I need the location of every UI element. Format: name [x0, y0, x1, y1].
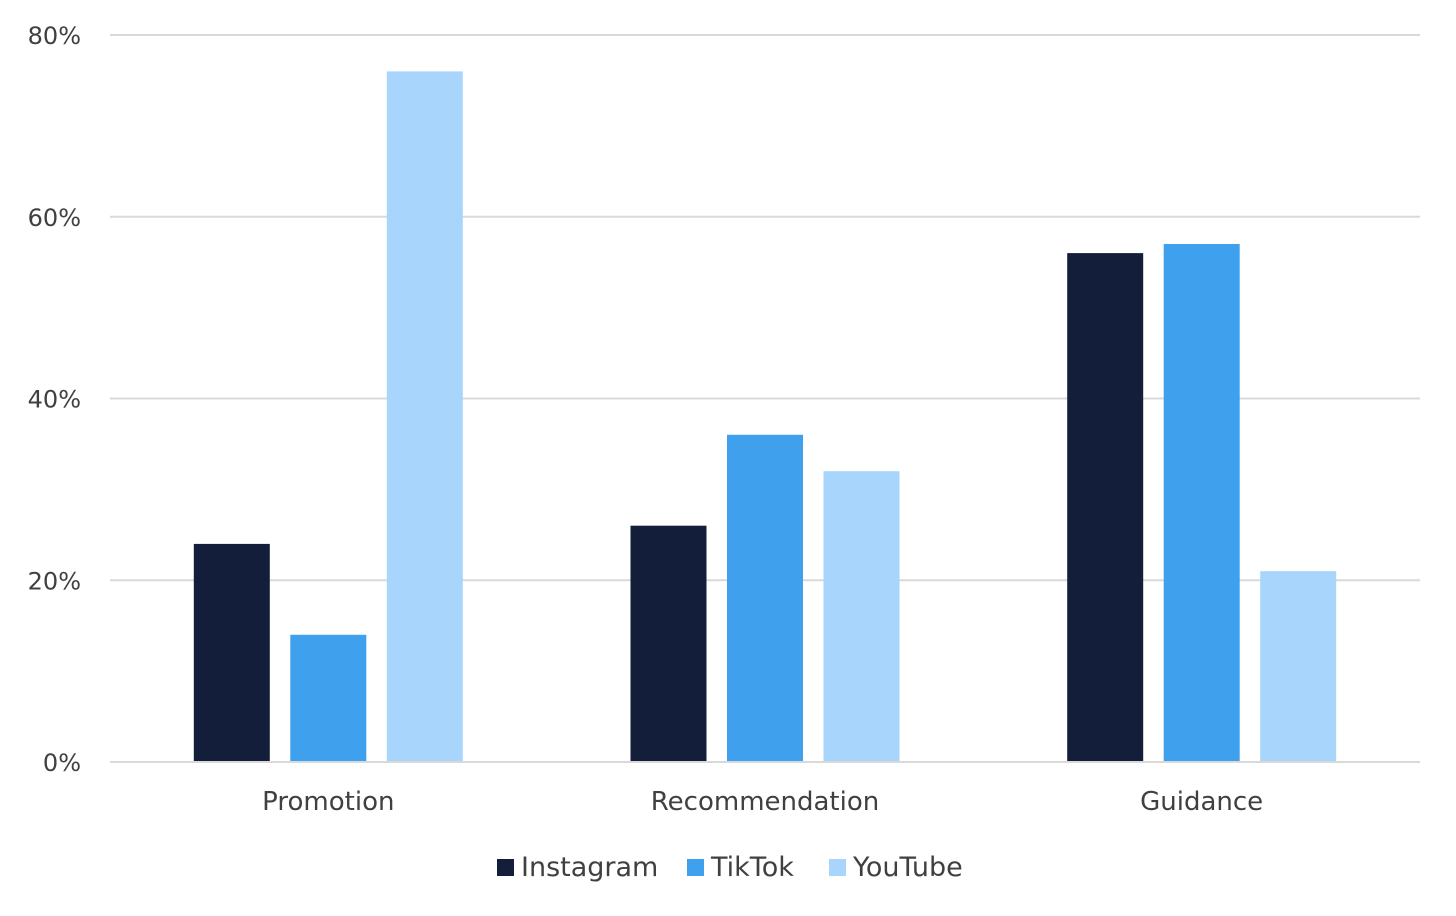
- bar-youtube-recommendation: [823, 471, 900, 762]
- legend: Instagram TikTok YouTube: [497, 852, 963, 883]
- y-tick-label: 0%: [43, 749, 81, 777]
- y-tick-label: 60%: [28, 204, 81, 232]
- bar-instagram-guidance: [1067, 253, 1144, 762]
- bar-youtube-guidance: [1260, 571, 1337, 762]
- legend-swatch-youtube: [829, 859, 846, 876]
- y-tick-label: 40%: [28, 386, 81, 414]
- legend-label-instagram: Instagram: [521, 852, 658, 883]
- y-axis-tick-labels: 0% 20% 40% 60% 80%: [28, 22, 81, 777]
- legend-swatch-tiktok: [687, 859, 704, 876]
- category-label-guidance: Guidance: [1140, 787, 1263, 817]
- legend-swatch-instagram: [497, 859, 514, 876]
- bar-instagram-promotion: [193, 543, 270, 762]
- legend-label-tiktok: TikTok: [710, 852, 794, 883]
- y-tick-label: 20%: [28, 567, 81, 595]
- bar-youtube-promotion: [386, 71, 463, 762]
- y-tick-label: 80%: [28, 22, 81, 50]
- category-label-recommendation: Recommendation: [651, 787, 879, 817]
- bar-instagram-recommendation: [630, 525, 707, 762]
- bar-tiktok-guidance: [1163, 244, 1240, 762]
- legend-label-youtube: YouTube: [852, 852, 963, 883]
- category-label-promotion: Promotion: [262, 787, 394, 817]
- category-labels: Promotion Recommendation Guidance: [262, 787, 1263, 817]
- bars: [193, 71, 1337, 762]
- bar-tiktok-recommendation: [727, 434, 803, 762]
- bar-tiktok-promotion: [290, 634, 367, 762]
